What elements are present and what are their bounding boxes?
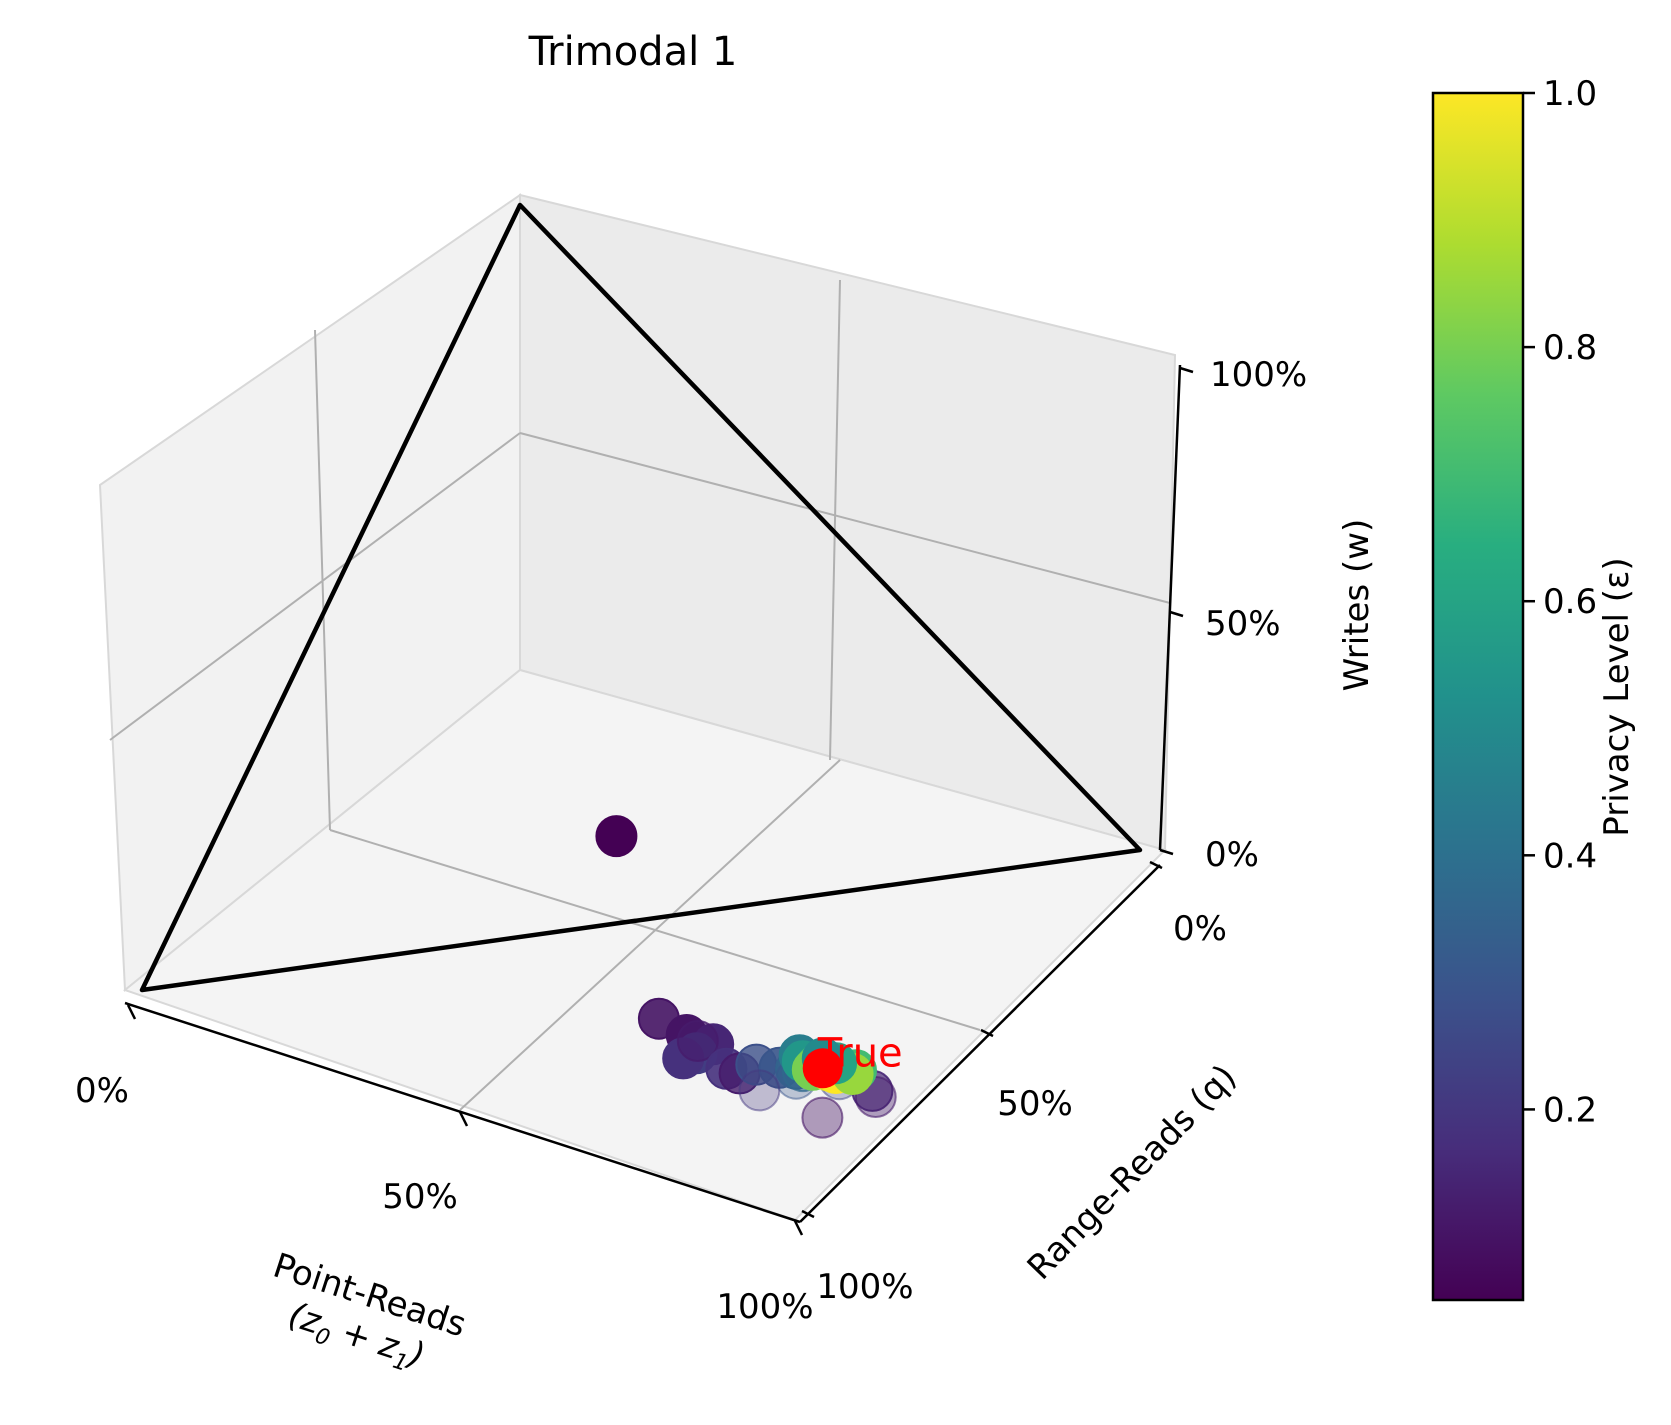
data-point (595, 815, 638, 858)
x-tick-label: 0% (75, 1071, 129, 1111)
true-point (802, 1048, 843, 1089)
data-point (738, 1069, 781, 1112)
colorbar-tick-label: 0.6 (1543, 582, 1597, 622)
y-tick-label: 100% (816, 1267, 913, 1307)
colorbar-ticks: 0.2 0.4 0.6 0.8 1.0 (1523, 74, 1597, 1130)
z-tick-label: 50% (1205, 604, 1281, 644)
tick-labels: 0% 50% 100% 0% 50% 100% 100% 50% 0% (75, 355, 1307, 1327)
x-axis-line (124, 1001, 801, 1224)
colorbar-tick-label: 0.8 (1543, 328, 1597, 368)
x-tick-label: 100% (716, 1287, 813, 1327)
z-tick-label: 0% (1205, 835, 1259, 875)
colorbar-gradient (1431, 91, 1525, 1302)
y-tick-label: 0% (1173, 909, 1227, 949)
chart-title: Trimodal 1 (528, 29, 738, 75)
x-tick-label: 50% (382, 1177, 458, 1217)
data-point (637, 997, 680, 1040)
z-tick-label: 100% (1210, 355, 1307, 395)
colorbar-label: Privacy Level (ε) (1597, 557, 1637, 836)
z-axis-label: Writes (w) (1337, 519, 1377, 692)
colorbar: 0.2 0.4 0.6 0.8 1.0 Privacy Level (ε) (1431, 74, 1637, 1302)
z-axis-line (1158, 364, 1182, 851)
data-point (801, 1096, 844, 1139)
y-tick-label: 50% (997, 1084, 1073, 1124)
y-axis-line (799, 864, 1161, 1223)
gridlines (109, 279, 1171, 1111)
colorbar-tick-label: 1.0 (1543, 74, 1597, 114)
axes-panes (98, 193, 1177, 1222)
data-point (676, 1020, 719, 1062)
floor-pane (122, 668, 1167, 1222)
true-point-label: True (817, 1030, 903, 1076)
x-axis-label: Point-Reads (z0 + z1) (268, 1246, 470, 1377)
colorbar-tick-label: 0.4 (1543, 836, 1597, 876)
axis-lines (124, 364, 1194, 1236)
true-point-group: True (802, 1030, 903, 1089)
colorbar-tick-label: 0.2 (1543, 1090, 1597, 1130)
simplex-outline (139, 202, 1143, 993)
